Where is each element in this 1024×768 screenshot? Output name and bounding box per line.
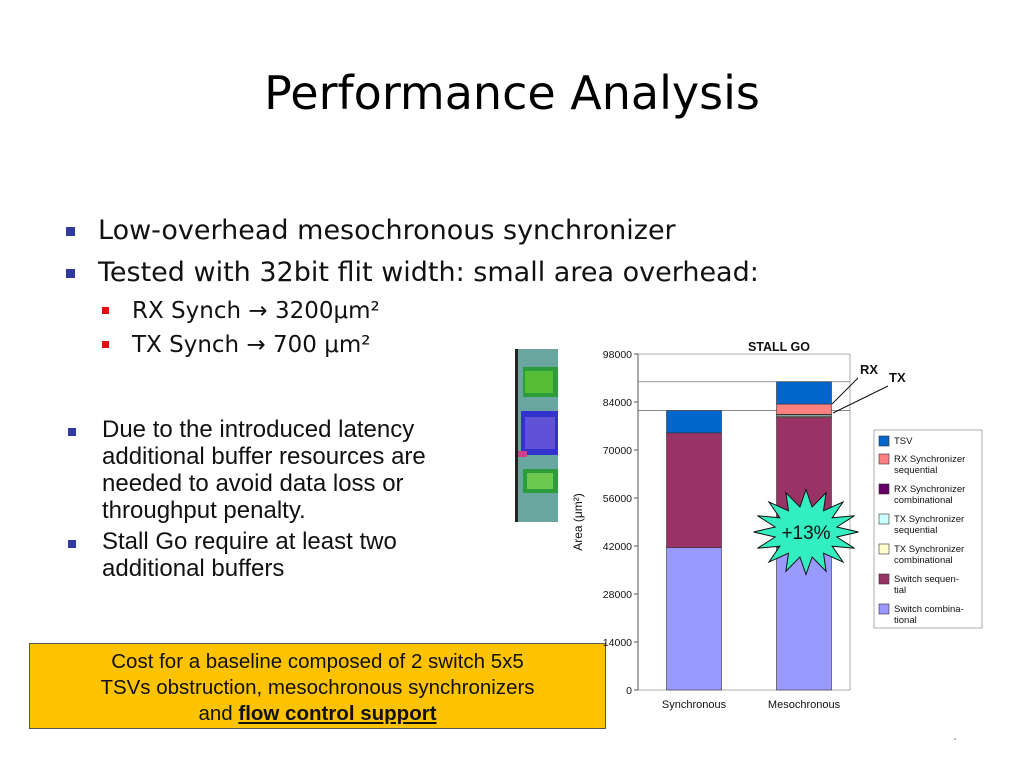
sub-bullet-item: TX Synch → 700 μm² (64, 328, 864, 362)
cost-line-3: and flow control support (30, 701, 605, 727)
annotation-rx: RX (860, 362, 878, 377)
legend-swatch (878, 543, 890, 555)
y-tick-label: 28000 (603, 589, 632, 601)
starburst-icon (753, 487, 859, 577)
legend-label: combinational (894, 555, 953, 566)
sub-bullet-item: RX Synch → 3200μm² (64, 294, 864, 328)
bullet-text: Stall Go require at least two additional… (102, 528, 397, 582)
sub-bullet-text: RX Synch → 3200μm² (132, 298, 380, 324)
chip-layout-graphic (515, 349, 558, 522)
y-tick-label: 98000 (603, 349, 632, 361)
legend-swatch (878, 435, 890, 447)
bullet-list-secondary: Due to the introduced latency additional… (64, 416, 494, 586)
sub-bullet-marker-icon (102, 341, 109, 348)
annotation-arrow-rx (831, 377, 859, 405)
cost-line-3-prefix: and (198, 702, 239, 725)
bullet-item: Low-overhead mesochronous synchronizer (64, 210, 864, 252)
annotation-arrow-tx (832, 385, 889, 414)
legend-label: TX Synchronizer (894, 514, 964, 525)
cost-line-1: Cost for a baseline composed of 2 switch… (111, 650, 524, 673)
chart-title: STALL GO (748, 340, 810, 354)
legend-label: sequential (894, 465, 937, 476)
y-tick-label: 42000 (603, 541, 632, 553)
chip-layout-image (515, 349, 558, 522)
bullet-text: Low-overhead mesochronous synchronizer (98, 215, 676, 246)
bar-segment (666, 410, 722, 434)
bar-segment (666, 547, 722, 691)
bullet-text: Tested with 32bit flit width: small area… (98, 257, 759, 288)
bullet-text: Due to the introduced latency additional… (102, 416, 426, 524)
bullet-item: Stall Go require at least two additional… (64, 528, 494, 582)
legend-label: combinational (894, 495, 953, 506)
sub-bullet-marker-icon (102, 307, 109, 314)
legend-swatch (878, 483, 890, 495)
legend-label: TX Synchronizer (894, 544, 964, 555)
x-tick-label: Synchronous (662, 699, 727, 711)
legend-label: sequential (894, 525, 937, 536)
y-tick-label: 0 (626, 685, 632, 697)
bullet-marker-icon (68, 428, 76, 436)
y-axis-label: Area (μm²) (571, 493, 585, 551)
bar-segment (776, 381, 832, 405)
y-tick-label: 56000 (603, 493, 632, 505)
legend-label: Switch sequen- (894, 574, 959, 585)
legend-label: RX Synchronizer (894, 454, 965, 465)
legend-swatch (878, 453, 890, 465)
x-tick-label: Mesochronous (768, 699, 841, 711)
legend-swatch (878, 513, 890, 525)
legend-swatch (878, 603, 890, 615)
cost-callout-box: Cost for a baseline composed of 2 switch… (29, 643, 606, 729)
legend-label: RX Synchronizer (894, 484, 965, 495)
bar-segment (776, 403, 832, 415)
y-tick-label: 70000 (603, 445, 632, 457)
slide-dot (954, 738, 956, 740)
annotation-increase: +13% (781, 523, 830, 544)
annotation-tx: TX (889, 370, 906, 385)
slide-title: Performance Analysis (264, 66, 760, 120)
bar-segment (666, 432, 722, 549)
bullet-marker-icon (66, 269, 75, 278)
area-chart: 0 14000 28000 42000 56000 70000 84000 98000 Area… (571, 340, 983, 711)
bullet-list: Low-overhead mesochronous synchronizer T… (64, 210, 864, 362)
legend-box (873, 429, 983, 629)
bullet-item: Due to the introduced latency additional… (64, 416, 494, 524)
legend-label: TSV (894, 436, 913, 447)
sub-bullet-text: TX Synch → 700 μm² (132, 332, 371, 358)
y-tick-label: 14000 (603, 637, 632, 649)
legend-label: tional (894, 615, 917, 626)
y-tick-label: 84000 (603, 397, 632, 409)
cost-line-2: TSVs obstruction, mesochronous synchroni… (100, 676, 535, 699)
legend-label: Switch combina- (894, 604, 964, 615)
legend-label: tial (894, 585, 906, 596)
bullet-marker-icon (68, 540, 76, 548)
legend-swatch (878, 573, 890, 585)
bullet-marker-icon (66, 227, 75, 236)
bullet-item: Tested with 32bit flit width: small area… (64, 252, 864, 294)
cost-line-3-emphasis: flow control support (238, 702, 437, 725)
